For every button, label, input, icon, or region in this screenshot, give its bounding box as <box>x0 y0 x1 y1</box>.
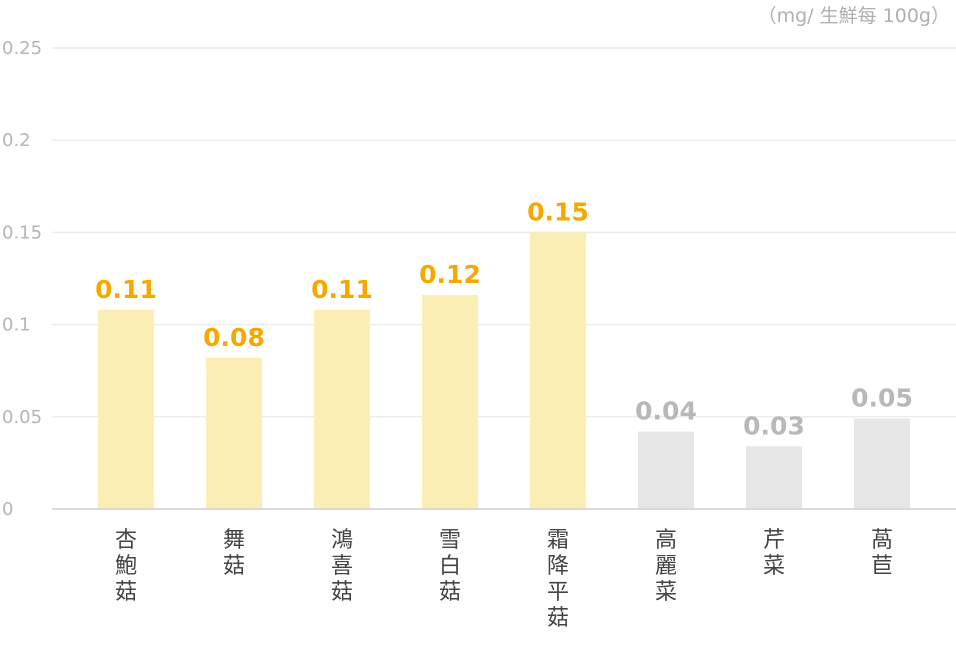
category-label: 芹菜 <box>763 528 785 579</box>
bar <box>314 309 370 509</box>
gridlines <box>52 47 956 418</box>
bar <box>206 357 262 509</box>
y-tick-label: 0.15 <box>2 222 42 243</box>
category-label: 鴻喜菇 <box>331 528 353 605</box>
y-axis-ticks: 0 0.05 0.1 0.15 0.2 0.25 <box>2 38 42 520</box>
category-label: 杏鮑菇 <box>115 528 137 605</box>
bars <box>98 232 910 509</box>
category-label: 萵苣 <box>871 528 893 579</box>
data-label: 0.11 <box>95 275 157 304</box>
data-label: 0.11 <box>311 275 373 304</box>
y-tick-label: 0.25 <box>2 38 42 59</box>
bar <box>530 232 586 509</box>
data-label: 0.03 <box>743 411 805 440</box>
data-label: 0.04 <box>635 397 697 426</box>
category-label: 高麗菜 <box>655 528 677 605</box>
y-tick-label: 0.1 <box>2 315 31 336</box>
bar <box>746 446 802 509</box>
data-label: 0.15 <box>527 197 589 226</box>
value-labels: 0.11 0.08 0.11 0.12 0.15 0.04 0.03 0.05 <box>95 197 913 440</box>
data-label: 0.08 <box>203 323 265 352</box>
unit-label: （mg/ 生鮮每 100g） <box>758 5 950 27</box>
bar <box>422 295 478 509</box>
y-tick-label: 0.2 <box>2 130 31 151</box>
category-label: 霜降平菇 <box>547 528 569 631</box>
category-label: 雪白菇 <box>439 528 461 605</box>
data-label: 0.05 <box>851 384 913 413</box>
bar <box>854 418 910 509</box>
bar <box>98 309 154 509</box>
bar <box>638 431 694 509</box>
category-labels: 杏鮑菇 舞菇 鴻喜菇 雪白菇 霜降平菇 高麗菜 芹菜 萵苣 <box>115 528 893 631</box>
y-tick-label: 0 <box>2 499 13 520</box>
category-label: 舞菇 <box>223 528 245 579</box>
y-tick-label: 0.05 <box>2 407 42 428</box>
data-label: 0.12 <box>419 260 481 289</box>
